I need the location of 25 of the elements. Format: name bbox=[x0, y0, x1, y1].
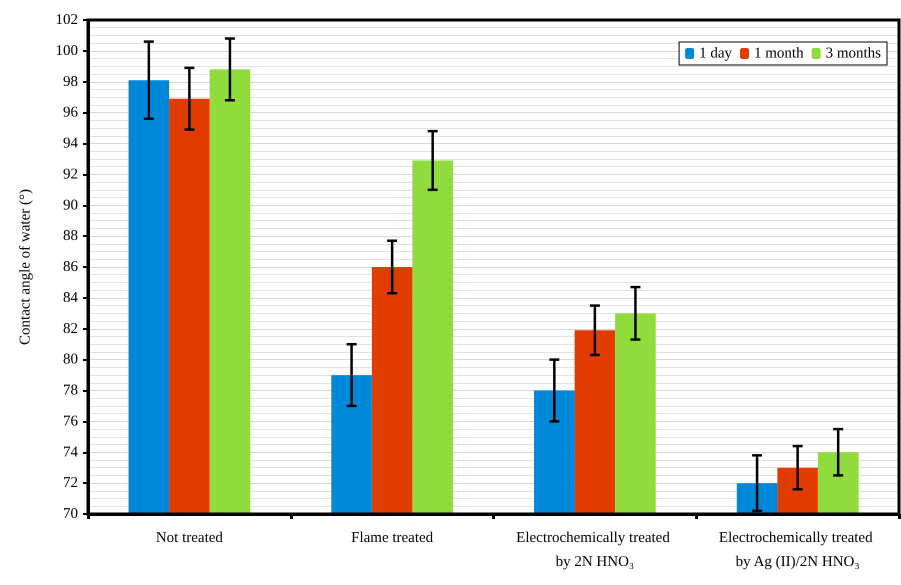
y-tick-label: 96 bbox=[63, 104, 78, 121]
legend-label: 3 months bbox=[826, 46, 882, 62]
y-tick-label: 88 bbox=[63, 228, 78, 244]
y-tick-label: 82 bbox=[63, 320, 78, 337]
x-tick-label: Flame treated bbox=[351, 530, 434, 546]
y-tick-label: 102 bbox=[56, 12, 78, 28]
legend-label: 1 month bbox=[754, 46, 804, 62]
y-tick-label: 70 bbox=[63, 506, 78, 522]
y-tick-label: 92 bbox=[63, 166, 78, 182]
y-tick-label: 72 bbox=[63, 475, 78, 492]
x-tick-label: Electrochemically treated by 2N HNO₃ bbox=[516, 530, 674, 570]
y-tick-label: 78 bbox=[63, 382, 78, 398]
y-tick-label: 80 bbox=[63, 352, 78, 368]
y-tick-label: 76 bbox=[63, 413, 78, 430]
y-tick-label: 90 bbox=[63, 197, 78, 214]
legend-label: 1 day bbox=[699, 46, 732, 62]
y-tick-label: 84 bbox=[63, 290, 78, 306]
y-tick-label: 86 bbox=[63, 259, 78, 275]
y-tick-label: 94 bbox=[63, 136, 78, 152]
y-tick-label: 100 bbox=[56, 42, 78, 59]
y-axis-title: Contact angle of water (°) bbox=[18, 189, 34, 345]
y-tick-label: 74 bbox=[63, 444, 78, 460]
x-tick-label: Electrochemically treated by Ag (II)/2N HNO₃ bbox=[718, 530, 876, 570]
y-tick-label: 98 bbox=[63, 74, 78, 90]
x-tick-label: Not treated bbox=[156, 530, 224, 546]
